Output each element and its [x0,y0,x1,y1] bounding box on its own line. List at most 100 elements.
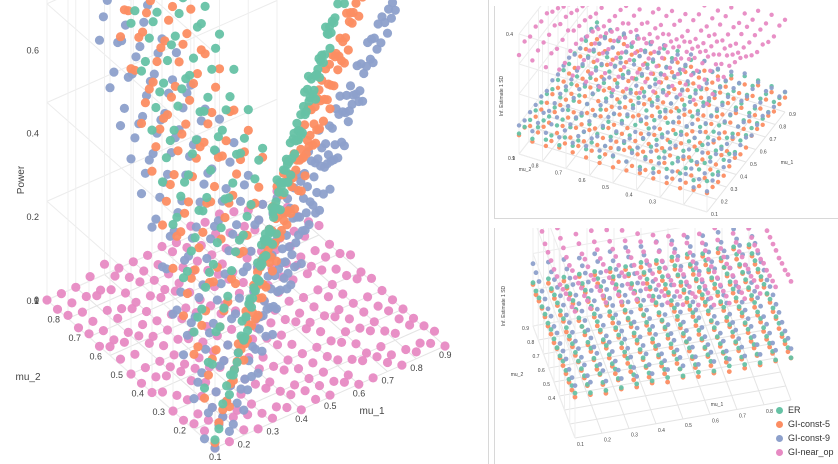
data-point-gi-const-9[interactable] [186,318,196,328]
data-point-er[interactable] [644,320,649,325]
data-point-gi-const-9[interactable] [619,283,625,288]
data-point-gi-near-op[interactable] [105,342,115,352]
data-point-gi-const-9[interactable] [548,313,554,319]
data-point-gi-const-9[interactable] [552,101,557,106]
data-point-gi-const-9[interactable] [573,292,579,298]
data-point-gi-const-5[interactable] [619,345,625,351]
data-point-er[interactable] [210,435,220,445]
data-point-gi-near-op[interactable] [591,239,597,245]
data-point-er[interactable] [731,244,736,250]
data-point-gi-near-op[interactable] [639,21,645,26]
data-point-er[interactable] [549,133,554,138]
data-point-gi-const-9[interactable] [691,185,696,190]
data-point-gi-const-5[interactable] [566,71,572,76]
data-point-gi-near-op[interactable] [110,271,120,281]
data-point-gi-const-9[interactable] [671,337,677,343]
data-point-gi-near-op[interactable] [541,40,546,45]
data-point-er[interactable] [736,304,742,310]
data-point-gi-const-9[interactable] [628,354,634,360]
data-point-gi-const-5[interactable] [271,256,281,266]
data-point-gi-near-op[interactable] [365,326,375,336]
data-point-gi-const-5[interactable] [527,123,533,129]
data-point-gi-const-5[interactable] [535,130,541,135]
data-point-gi-near-op[interactable] [551,267,557,272]
data-point-gi-const-5[interactable] [688,64,694,69]
data-point-er[interactable] [727,279,733,285]
data-point-gi-const-9[interactable] [717,330,723,336]
data-point-gi-const-5[interactable] [610,57,615,62]
data-point-gi-const-5[interactable] [612,77,618,83]
data-point-er[interactable] [603,388,609,393]
data-point-er[interactable] [634,381,640,387]
data-point-gi-const-5[interactable] [782,95,788,100]
data-point-gi-near-op[interactable] [684,240,690,246]
data-point-gi-const-9[interactable] [608,138,613,143]
data-point-er[interactable] [746,242,752,248]
data-point-gi-const-5[interactable] [169,170,179,180]
data-point-er[interactable] [601,80,607,86]
data-point-gi-const-9[interactable] [687,99,693,105]
data-point-gi-const-9[interactable] [752,104,758,109]
data-point-gi-const-9[interactable] [577,87,582,92]
data-point-gi-const-5[interactable] [601,88,607,93]
data-point-gi-const-5[interactable] [629,163,635,169]
data-point-gi-const-9[interactable] [757,352,763,357]
data-point-gi-near-op[interactable] [308,358,318,368]
data-point-er[interactable] [696,327,702,333]
data-point-gi-near-op[interactable] [730,273,736,278]
data-point-gi-const-9[interactable] [555,72,561,77]
data-point-er[interactable] [615,81,620,86]
data-point-er[interactable] [606,119,611,125]
data-point-gi-const-9[interactable] [560,107,565,113]
data-point-gi-near-op[interactable] [411,347,421,357]
data-point-gi-const-9[interactable] [646,362,652,368]
data-point-er[interactable] [219,303,229,313]
data-point-gi-near-op[interactable] [192,256,202,266]
data-point-gi-const-9[interactable] [648,149,654,154]
data-point-er[interactable] [710,172,715,177]
data-point-gi-const-5[interactable] [311,138,321,148]
data-point-gi-const-9[interactable] [607,295,613,301]
data-point-gi-near-op[interactable] [168,406,178,416]
data-point-gi-const-5[interactable] [590,107,595,113]
data-point-gi-const-9[interactable] [670,169,675,174]
data-point-gi-near-op[interactable] [376,342,386,352]
data-point-gi-near-op[interactable] [246,399,257,409]
data-point-gi-near-op[interactable] [318,367,328,377]
data-point-gi-const-9[interactable] [573,338,578,344]
data-point-gi-near-op[interactable] [690,291,695,296]
data-point-gi-const-5[interactable] [752,261,758,267]
data-point-er[interactable] [654,137,659,142]
data-point-gi-const-5[interactable] [615,97,620,102]
data-point-gi-const-5[interactable] [644,281,650,286]
data-point-gi-const-9[interactable] [755,80,761,85]
data-point-gi-const-9[interactable] [677,355,683,360]
data-point-gi-near-op[interactable] [52,304,63,314]
data-point-er[interactable] [607,266,613,271]
data-point-er[interactable] [339,0,349,9]
data-point-gi-const-5[interactable] [569,387,575,393]
data-point-er[interactable] [690,114,695,119]
data-point-gi-const-5[interactable] [189,349,199,359]
data-point-gi-const-9[interactable] [604,50,610,56]
data-point-gi-near-op[interactable] [678,56,684,61]
data-point-gi-near-op[interactable] [650,10,656,15]
data-point-gi-const-9[interactable] [722,119,727,124]
data-point-gi-const-9[interactable] [705,141,711,147]
data-point-gi-const-5[interactable] [699,295,705,301]
data-point-er[interactable] [623,264,628,269]
data-point-gi-const-5[interactable] [583,155,589,160]
data-point-er[interactable] [666,290,671,295]
data-point-gi-const-5[interactable] [644,121,649,127]
data-point-gi-near-op[interactable] [665,273,671,278]
data-point-gi-near-op[interactable] [545,249,551,255]
data-point-er[interactable] [636,95,641,101]
data-point-gi-const-9[interactable] [168,309,178,319]
data-point-gi-near-op[interactable] [573,231,579,237]
legend-item-gi-near-op[interactable]: GI-near_op [772,446,838,459]
data-point-gi-near-op[interactable] [613,254,619,259]
data-point-er[interactable] [713,148,719,153]
data-point-gi-near-op[interactable] [570,73,575,78]
data-point-gi-const-9[interactable] [592,112,598,118]
data-point-gi-near-op[interactable] [306,261,316,271]
